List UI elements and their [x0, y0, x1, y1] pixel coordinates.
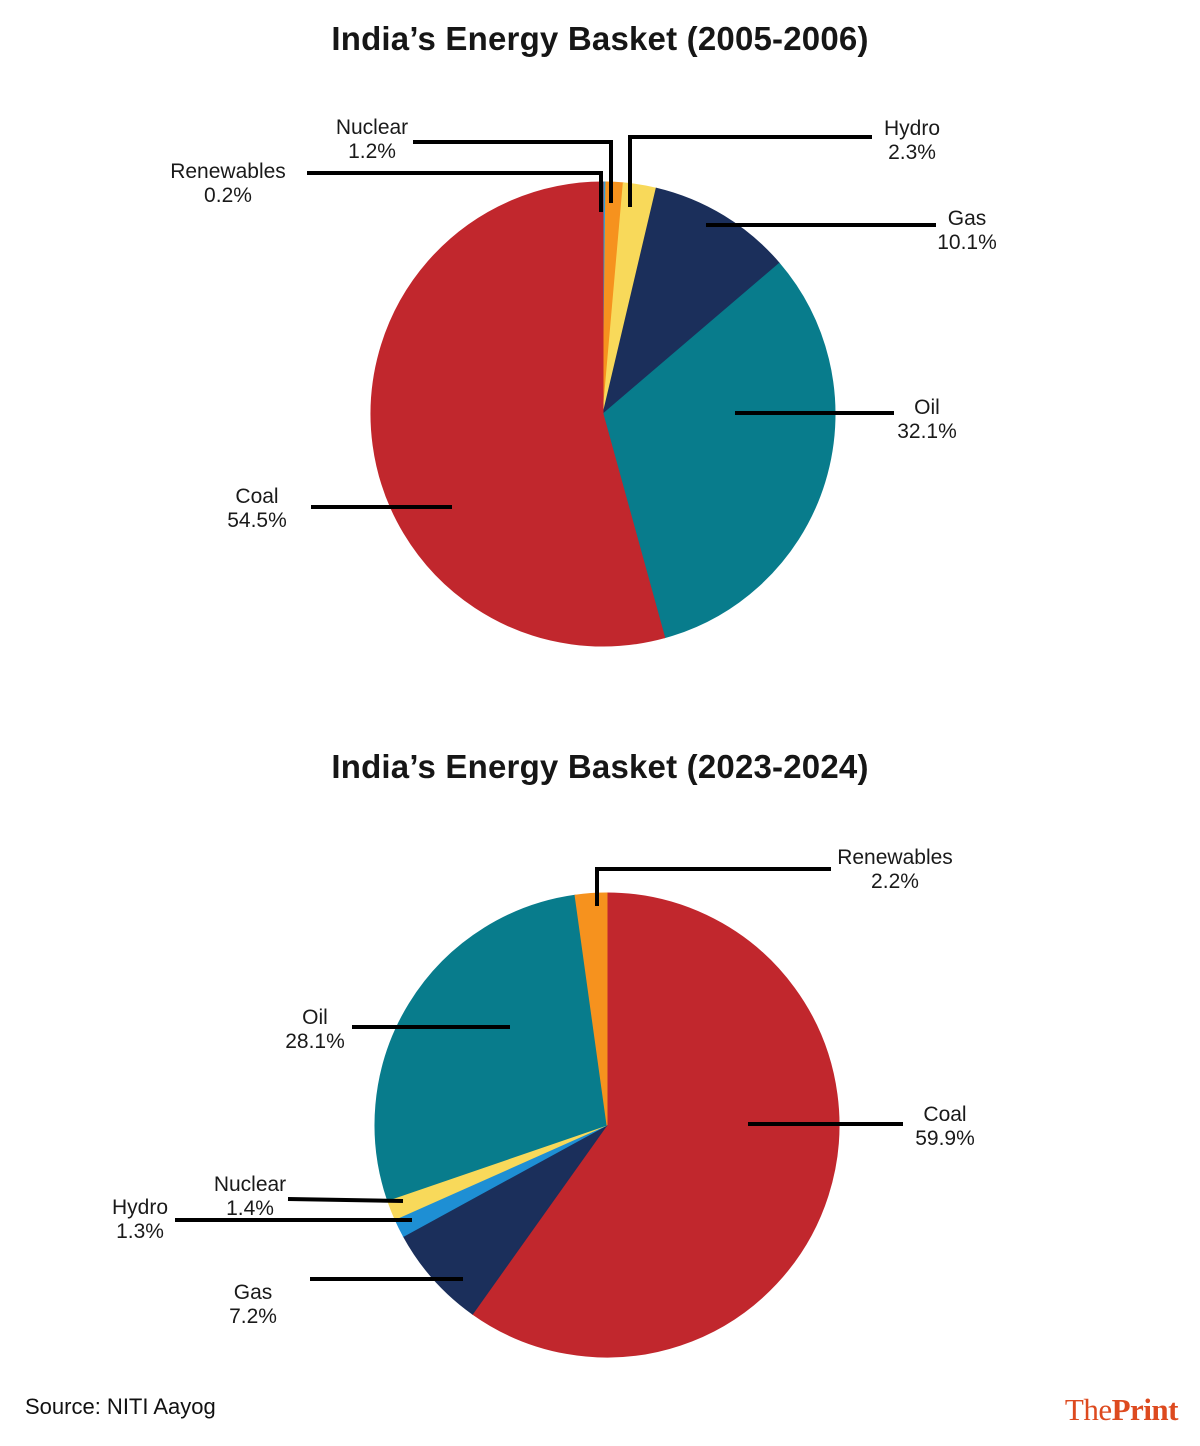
- slice-value: 10.1%: [937, 231, 997, 254]
- slice-value: 59.9%: [915, 1127, 975, 1150]
- pie2-slice-oil: [374, 894, 608, 1202]
- theprint-logo-print: Print: [1111, 1392, 1179, 1427]
- pie2-slice-renewables: [574, 892, 608, 1126]
- slice-name: Nuclear: [213, 1173, 287, 1196]
- label-pie1-coal: Coal 54.5%: [227, 485, 287, 533]
- slice-value: 1.4%: [226, 1197, 274, 1220]
- label-pie1-hydro: Hydro 2.3%: [884, 117, 940, 165]
- slice-value: 1.3%: [116, 1220, 164, 1243]
- label-pie2-nuclear: Nuclear 1.4%: [214, 1173, 286, 1221]
- slice-name: Oil: [914, 396, 940, 419]
- slice-value: 28.1%: [285, 1030, 345, 1053]
- slice-value: 32.1%: [897, 420, 957, 443]
- slice-value: 2.2%: [871, 870, 919, 893]
- leader-line-pie1-nuclear: [413, 140, 613, 203]
- source-credit: Source: NITI Aayog: [25, 1394, 216, 1419]
- leader-line-pie1-hydro: [628, 135, 872, 207]
- label-pie2-renewables: Renewables 2.2%: [837, 846, 953, 894]
- label-pie2-hydro: Hydro 1.3%: [112, 1196, 168, 1244]
- slice-name: Coal: [923, 1103, 967, 1126]
- slice-value: 7.2%: [229, 1305, 277, 1328]
- slice-name: Coal: [235, 485, 279, 508]
- slice-name: Gas: [233, 1281, 273, 1304]
- slice-name: Nuclear: [335, 116, 409, 139]
- leader-line-pie2-nuclear: [287, 1197, 404, 1203]
- leader-line-pie1-renewables: [307, 171, 603, 212]
- leader-line-pie2-renewables: [595, 867, 831, 906]
- label-pie1-nuclear: Nuclear 1.2%: [336, 116, 408, 164]
- pie2-slice-coal: [471, 892, 840, 1358]
- slice-name: Hydro: [883, 117, 941, 140]
- label-pie2-coal: Coal 59.9%: [915, 1103, 975, 1151]
- label-pie1-oil: Oil 32.1%: [897, 396, 957, 444]
- chart-title-2005-2006: India’s Energy Basket (2005-2006): [331, 20, 869, 57]
- pie1-slice-gas: [602, 187, 781, 416]
- label-pie2-oil: Oil 28.1%: [285, 1006, 345, 1054]
- slice-name: Gas: [947, 207, 987, 230]
- slice-value: 54.5%: [227, 509, 287, 532]
- slice-value: 2.3%: [888, 141, 936, 164]
- slice-name: Renewables: [837, 846, 953, 869]
- slice-value: 1.2%: [348, 140, 396, 163]
- label-pie1-renewables: Renewables 0.2%: [170, 160, 286, 208]
- pie1-slice-coal: [370, 181, 666, 647]
- label-pie1-gas: Gas 10.1%: [937, 207, 997, 255]
- pie1-slice-oil: [602, 262, 836, 639]
- slice-name: Oil: [302, 1006, 328, 1029]
- slice-name: Hydro: [111, 1196, 169, 1219]
- theprint-logo-the: The: [1064, 1392, 1112, 1427]
- slice-value: 0.2%: [204, 184, 252, 207]
- label-pie2-gas: Gas 7.2%: [229, 1281, 277, 1329]
- theprint-logo: ThePrint: [1064, 1392, 1179, 1428]
- slice-name: Renewables: [170, 160, 286, 183]
- chart-title-2023-2024: India’s Energy Basket (2023-2024): [331, 748, 869, 785]
